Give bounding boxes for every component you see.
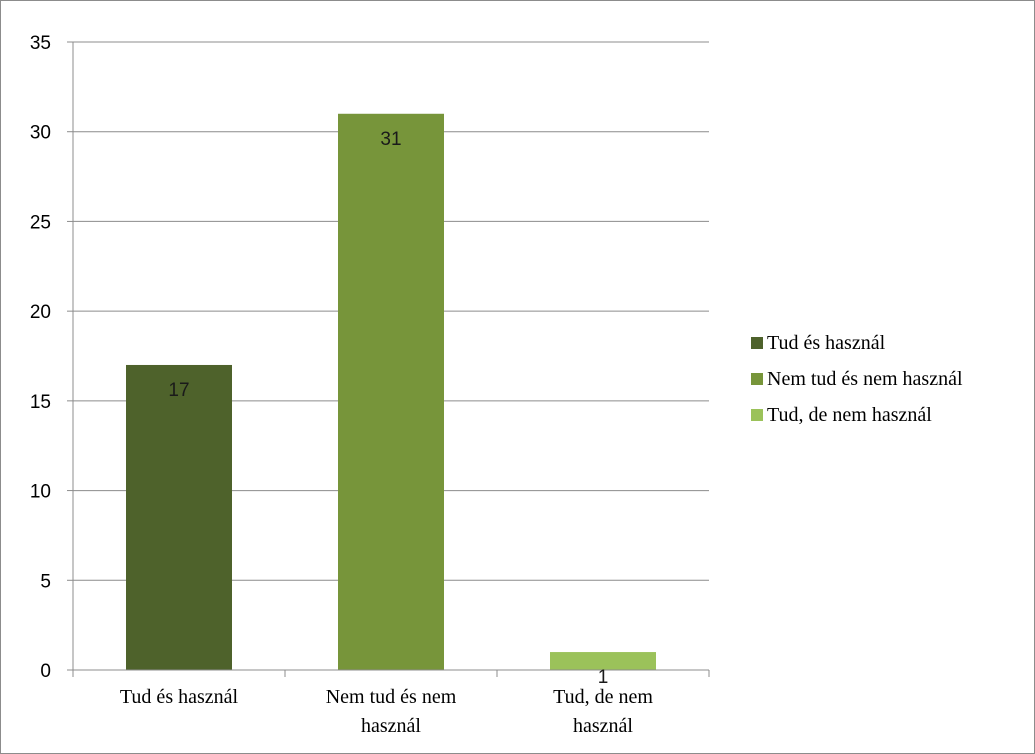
x-axis	[72, 669, 710, 677]
y-tick-label: 35	[30, 33, 51, 54]
data-labels: 17 31 1	[168, 129, 608, 688]
data-label: 31	[380, 129, 401, 150]
bar	[126, 364, 232, 670]
legend-swatch	[751, 373, 763, 385]
x-tick-label: Nem tud és nem	[326, 686, 457, 708]
bar	[338, 113, 444, 671]
x-axis-labels: Tud és használ Nem tud és nem használ Tud, …	[120, 686, 653, 737]
y-tick-label: 30	[30, 123, 51, 144]
y-axis-ticks: 0 5 10 15 20 25 30 35	[30, 33, 74, 682]
y-tick-label: 25	[30, 212, 51, 233]
y-tick-label: 5	[40, 571, 51, 592]
x-tick-label: Tud és használ	[120, 686, 239, 708]
y-tick-label: 15	[30, 392, 51, 413]
legend-swatch	[751, 337, 763, 349]
y-tick-label: 10	[30, 482, 51, 503]
legend-label: Tud és használ	[767, 332, 886, 354]
data-label: 17	[168, 380, 189, 401]
x-tick-label: használ	[573, 715, 633, 737]
y-tick-label: 20	[30, 302, 51, 323]
bars	[126, 113, 656, 671]
x-tick-label: Tud, de nem	[553, 686, 653, 708]
legend: Tud és használ Nem tud és nem használ Tud,…	[751, 332, 963, 426]
x-tick-label: használ	[361, 715, 421, 737]
data-label: 1	[598, 667, 609, 688]
legend-swatch	[751, 409, 763, 421]
bar	[550, 652, 656, 670]
legend-label: Tud, de nem használ	[767, 404, 932, 426]
y-tick-label: 0	[40, 661, 51, 682]
legend-label: Nem tud és nem használ	[767, 368, 963, 390]
